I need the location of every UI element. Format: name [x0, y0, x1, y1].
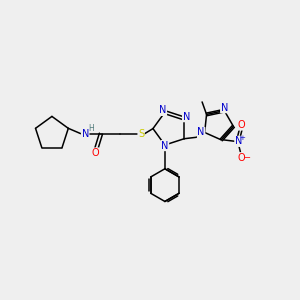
- Text: N: N: [197, 128, 205, 137]
- Text: N: N: [235, 136, 242, 146]
- Text: +: +: [239, 135, 245, 141]
- Text: S: S: [138, 129, 144, 139]
- Text: H: H: [88, 124, 94, 134]
- Text: −: −: [243, 153, 250, 162]
- Text: N: N: [183, 112, 190, 122]
- Text: N: N: [161, 141, 169, 151]
- Text: N: N: [159, 105, 166, 116]
- Text: O: O: [238, 153, 245, 163]
- Text: N: N: [82, 129, 89, 139]
- Text: O: O: [91, 148, 99, 158]
- Text: O: O: [238, 120, 245, 130]
- Text: N: N: [220, 103, 228, 113]
